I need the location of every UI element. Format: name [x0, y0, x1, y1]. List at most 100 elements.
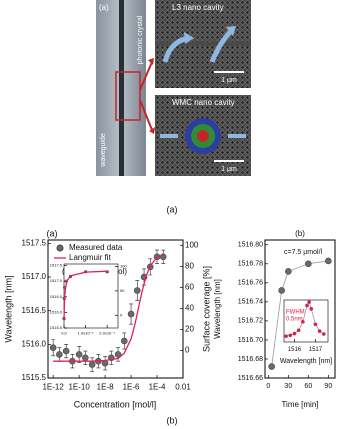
side-label: waveguide	[100, 133, 107, 168]
y-tick-label: 1516.68	[238, 356, 263, 363]
data-point	[127, 310, 135, 318]
x-tick-label: 1E-4	[149, 382, 166, 391]
y-tick-label: 1517.0	[50, 278, 63, 283]
x-tick-label: 1517	[309, 347, 323, 353]
y2-axis-label: Surface coverage [%]	[201, 266, 211, 352]
data-point	[284, 334, 288, 338]
x-tick-label: 90	[324, 383, 332, 390]
data-point	[325, 257, 332, 265]
x-tick-label: 1516	[288, 347, 302, 353]
x-tick-label: 1E-8	[97, 382, 114, 391]
x-tick-label: 1.0x10⁻⁴	[78, 331, 94, 336]
data-point	[313, 322, 318, 327]
y-tick-label: 1516.80	[238, 242, 263, 249]
panel-label: (a)	[99, 3, 109, 12]
y-tick-label: 1516.66	[238, 375, 263, 382]
data-point	[159, 253, 167, 261]
data-point	[307, 300, 311, 304]
plot-frame	[63, 263, 119, 329]
y2-tick-label: 20	[185, 325, 194, 334]
series-line	[63, 270, 108, 321]
y-tick-label: 1517.5	[22, 238, 47, 247]
x-tick-label: 60	[304, 383, 312, 390]
y-tick-label: 1517.0	[22, 272, 47, 281]
y-tick-label: 1516.5	[50, 294, 63, 299]
y-tick-label: 1515.5	[22, 373, 47, 382]
annotation: c=7.5 µmol/l	[284, 249, 323, 256]
data-point	[309, 307, 314, 311]
y-tick-label: 1516.74	[238, 299, 263, 306]
x-tick-label: 0.0	[61, 331, 67, 336]
y-tick-label: 1516.5	[22, 306, 47, 315]
data-point	[56, 351, 63, 358]
arrow-heads	[184, 26, 236, 44]
series-line	[53, 254, 164, 362]
data-point	[305, 260, 312, 268]
scale-label: 1 µm	[221, 166, 237, 173]
y-tick-label: 1517.5	[50, 263, 63, 268]
y-tick-label: 1516.78	[238, 261, 263, 268]
data-point	[75, 351, 83, 358]
y-tick-label: 1515.5	[50, 325, 63, 330]
scale-bar	[214, 71, 244, 73]
cavity-core	[197, 130, 209, 142]
legend-label: Measured data	[69, 243, 123, 252]
data-point	[278, 287, 285, 294]
scale-label: 1 µm	[221, 77, 237, 84]
data-point	[285, 268, 292, 275]
data-point	[288, 333, 293, 338]
image-label: L3 nano cavity	[172, 3, 224, 12]
x-tick-label: 1E-10	[68, 382, 90, 391]
legend-label: Langmuir fit	[69, 253, 112, 262]
y2-tick-label: 80	[185, 261, 194, 270]
y-tick-label: 1516.76	[238, 280, 263, 287]
image-label: WMC nano cavity	[172, 98, 235, 107]
x-tick-label: 0	[266, 383, 270, 390]
data-point	[88, 361, 96, 368]
y2-tick-label: 40	[185, 304, 194, 313]
data-point	[301, 320, 305, 324]
annotation: FWHM	[286, 310, 305, 316]
x-tick-label: 2.0x10⁻⁴	[99, 331, 115, 336]
data-point	[292, 331, 297, 336]
annotation: 0.5nm	[286, 317, 303, 323]
data-point	[62, 347, 70, 355]
x-tick-label: 1E-12	[42, 382, 64, 391]
x-tick-label: 1E-6	[123, 382, 140, 391]
caption: (a)	[167, 204, 178, 214]
y2-tick-label: 100	[120, 264, 127, 269]
y-tick-label: 1516.0	[50, 309, 63, 314]
scale-bar	[214, 160, 244, 162]
caption: (b)	[167, 415, 178, 425]
side-label: photonic crystal	[137, 15, 144, 64]
y-axis-label: Wavelength [nm]	[213, 279, 222, 339]
waveguide-line	[119, 0, 124, 176]
y-tick-label: 1516.72	[238, 318, 263, 325]
y2-tick-label: 0	[185, 346, 190, 355]
zoom-arrows	[139, 61, 153, 131]
y-tick-label: 1516.0	[22, 339, 47, 348]
data-point	[82, 354, 89, 362]
x-tick-label: 0.01	[175, 382, 191, 391]
x-axis-label: Wavelength [nm]	[280, 358, 332, 365]
y-axis-label: Wavelength [nm]	[3, 275, 13, 342]
data-point	[49, 344, 57, 352]
legend-swatch	[56, 244, 64, 252]
y2-tick-label: 60	[185, 283, 194, 292]
data-point	[322, 332, 326, 336]
data-point	[296, 328, 301, 333]
data-point	[268, 363, 275, 370]
highlight-box	[115, 71, 141, 121]
data-point	[114, 351, 122, 358]
data-point	[317, 329, 322, 333]
y-tick-label: 1516.70	[238, 337, 263, 344]
y2-tick-label: 50	[120, 288, 125, 293]
data-point	[120, 337, 128, 345]
data-point	[133, 287, 141, 294]
x-axis-label: Concentration [mol/l]	[74, 399, 157, 409]
y2-tick-label: 100	[185, 240, 199, 249]
x-tick-label: 30	[284, 383, 292, 390]
x-axis-label: Time [min]	[281, 400, 318, 409]
y2-tick-label: 0	[120, 312, 123, 317]
